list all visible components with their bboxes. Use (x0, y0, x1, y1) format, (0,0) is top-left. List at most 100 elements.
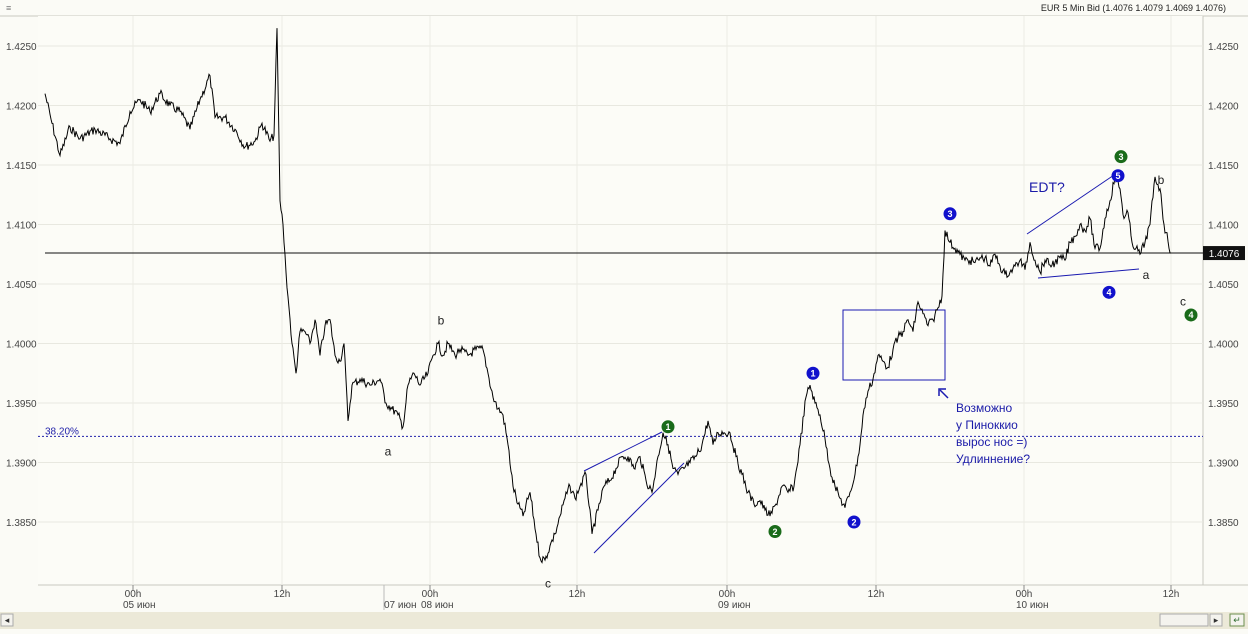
wave-circle-number: 2 (772, 527, 777, 537)
scrollbar[interactable]: ◂ ▸ ↵ (0, 612, 1248, 629)
wave-circle-bg (1102, 285, 1116, 299)
y-tick-label-right: 1.3850 (1208, 518, 1239, 529)
note-line-1: Возможно (956, 401, 1012, 415)
y-tick-label-left: 1.4200 (6, 102, 37, 113)
x-tick-date: 10 июн (1016, 600, 1049, 611)
wave-circle-number: 1 (665, 422, 670, 432)
y-tick-label-right: 1.4000 (1208, 340, 1239, 351)
wave-circle-bg (1184, 308, 1198, 322)
wave-circle-number: 3 (947, 209, 952, 219)
note-line-2: у Пиноккио (956, 418, 1018, 432)
x-tick-time: 12h (1163, 589, 1180, 600)
x-tick-date: 09 июн (718, 600, 751, 611)
scrollbar-track (0, 612, 1248, 629)
x-tick-date: 05 июн (123, 600, 156, 611)
wave-circle-bg (1111, 169, 1125, 183)
y-ticks-right: 1.4250 1.4200 1.4150 1.4100 1.4050 1.4000 1.39… (1208, 42, 1239, 529)
wave-circle-number: 3 (1118, 152, 1123, 162)
y-tick-label-right: 1.3950 (1208, 399, 1239, 410)
x-tick-date: 08 июн (421, 600, 454, 611)
fib-38-label: 38.20% (45, 426, 79, 437)
wave-circle-bg (806, 366, 820, 380)
y-tick-label-left: 1.3850 (6, 518, 37, 529)
last-price-tag: 1.4076 (1203, 246, 1245, 261)
title-bar (0, 0, 1248, 16)
scroll-left-icon: ◂ (5, 615, 10, 625)
edt-upper-line (1026, 172, 1118, 235)
wave-label-a: a (1143, 268, 1150, 282)
wave-circle-4: 4 (1102, 285, 1116, 299)
x-tick-time: 00h (422, 589, 439, 600)
wedge-upper-line (583, 431, 663, 472)
note-line-3: вырос нос =) (956, 435, 1027, 449)
wave-label-b: b (1158, 173, 1165, 187)
title-left-glyph: ≡ (6, 3, 11, 13)
scroll-left-button (0, 613, 14, 627)
y-tick-label-right: 1.3900 (1208, 459, 1239, 470)
x-ticks: 00h 12h 00h 12h 00h 12h 00h 12h 05 июн 07 июн 08 и… (123, 585, 1179, 611)
scroll-thumb (1159, 613, 1209, 627)
note-line-4: Удлиннение? (956, 452, 1030, 466)
wave-circle-1: 1 (661, 420, 675, 434)
wave-circle-2: 2 (768, 525, 782, 539)
scroll-right-icon: ▸ (1214, 615, 1219, 625)
last-price-value: 1.4076 (1209, 249, 1240, 260)
drawing-tools (583, 172, 1140, 554)
wave-circles: 1 2 3 4 1 2 3 4 5 (661, 150, 1198, 539)
wave-label-b: b (438, 313, 445, 327)
x-tick-time: 00h (1016, 589, 1033, 600)
price-series-line (44, 28, 1172, 564)
y-tick-label-left: 1.4050 (6, 280, 37, 291)
wave-labels: b a c b a c (385, 173, 1186, 590)
wave-circle-number: 4 (1188, 310, 1193, 320)
y-tick-label-left: 1.4000 (6, 340, 37, 351)
wave-circle-5: 5 (1111, 169, 1125, 183)
wave-label-c: c (545, 576, 551, 590)
wave-circle-number: 2 (851, 517, 856, 527)
y-tick-label-right: 1.4250 (1208, 42, 1239, 53)
wave-circle-bg (768, 525, 782, 539)
wave-circle-bg (1114, 150, 1128, 164)
wave-circle-bg (661, 420, 675, 434)
x-tick-time: 12h (274, 589, 291, 600)
y-tick-label-left: 1.3950 (6, 399, 37, 410)
y-tick-label-right: 1.4100 (1208, 221, 1239, 232)
wave-circle-number: 4 (1106, 288, 1111, 298)
annotation-arrow (938, 388, 949, 399)
wave-circle-3: 3 (1114, 150, 1128, 164)
y-tick-label-right: 1.4150 (1208, 161, 1239, 172)
wave-circle-bg (847, 515, 861, 529)
wave-circle-3: 3 (943, 207, 957, 221)
x-tick-time: 12h (868, 589, 885, 600)
wave-label-c: c (1180, 294, 1186, 308)
wave-circle-bg (943, 207, 957, 221)
go-to-end-icon: ↵ (1233, 615, 1241, 625)
wave-circle-1: 1 (806, 366, 820, 380)
y-tick-label-right: 1.4050 (1208, 280, 1239, 291)
wave-circle-number: 5 (1115, 171, 1120, 181)
plot-area (38, 16, 1203, 585)
edt-annotation: EDT? (1029, 179, 1065, 195)
wave-label-a: a (385, 444, 392, 458)
y-tick-label-right: 1.4200 (1208, 102, 1239, 113)
y-tick-label-left: 1.4250 (6, 42, 37, 53)
highlight-box (842, 309, 946, 381)
y-tick-label-left: 1.4100 (6, 221, 37, 232)
edt-lower-line (1037, 268, 1140, 279)
wave-circle-2: 2 (847, 515, 861, 529)
go-to-end-button (1229, 613, 1245, 627)
chart-title: EUR 5 Min Bid (1.4076 1.4079 1.4069 1.40… (1041, 3, 1226, 13)
wedge-lower-line (593, 462, 685, 554)
x-tick-time: 00h (125, 589, 142, 600)
y-tick-label-left: 1.3900 (6, 459, 37, 470)
x-tick-time: 00h (719, 589, 736, 600)
wave-circle-number: 1 (810, 369, 815, 379)
scroll-right-button (1209, 613, 1223, 627)
wave-circle-4: 4 (1184, 308, 1198, 322)
y-ticks-left: 1.4250 1.4200 1.4150 1.4100 1.4050 1.4000 1.39… (6, 42, 37, 529)
y-tick-label-left: 1.4150 (6, 161, 37, 172)
x-tick-date: 07 июн (384, 600, 417, 611)
x-tick-time: 12h (569, 589, 586, 600)
